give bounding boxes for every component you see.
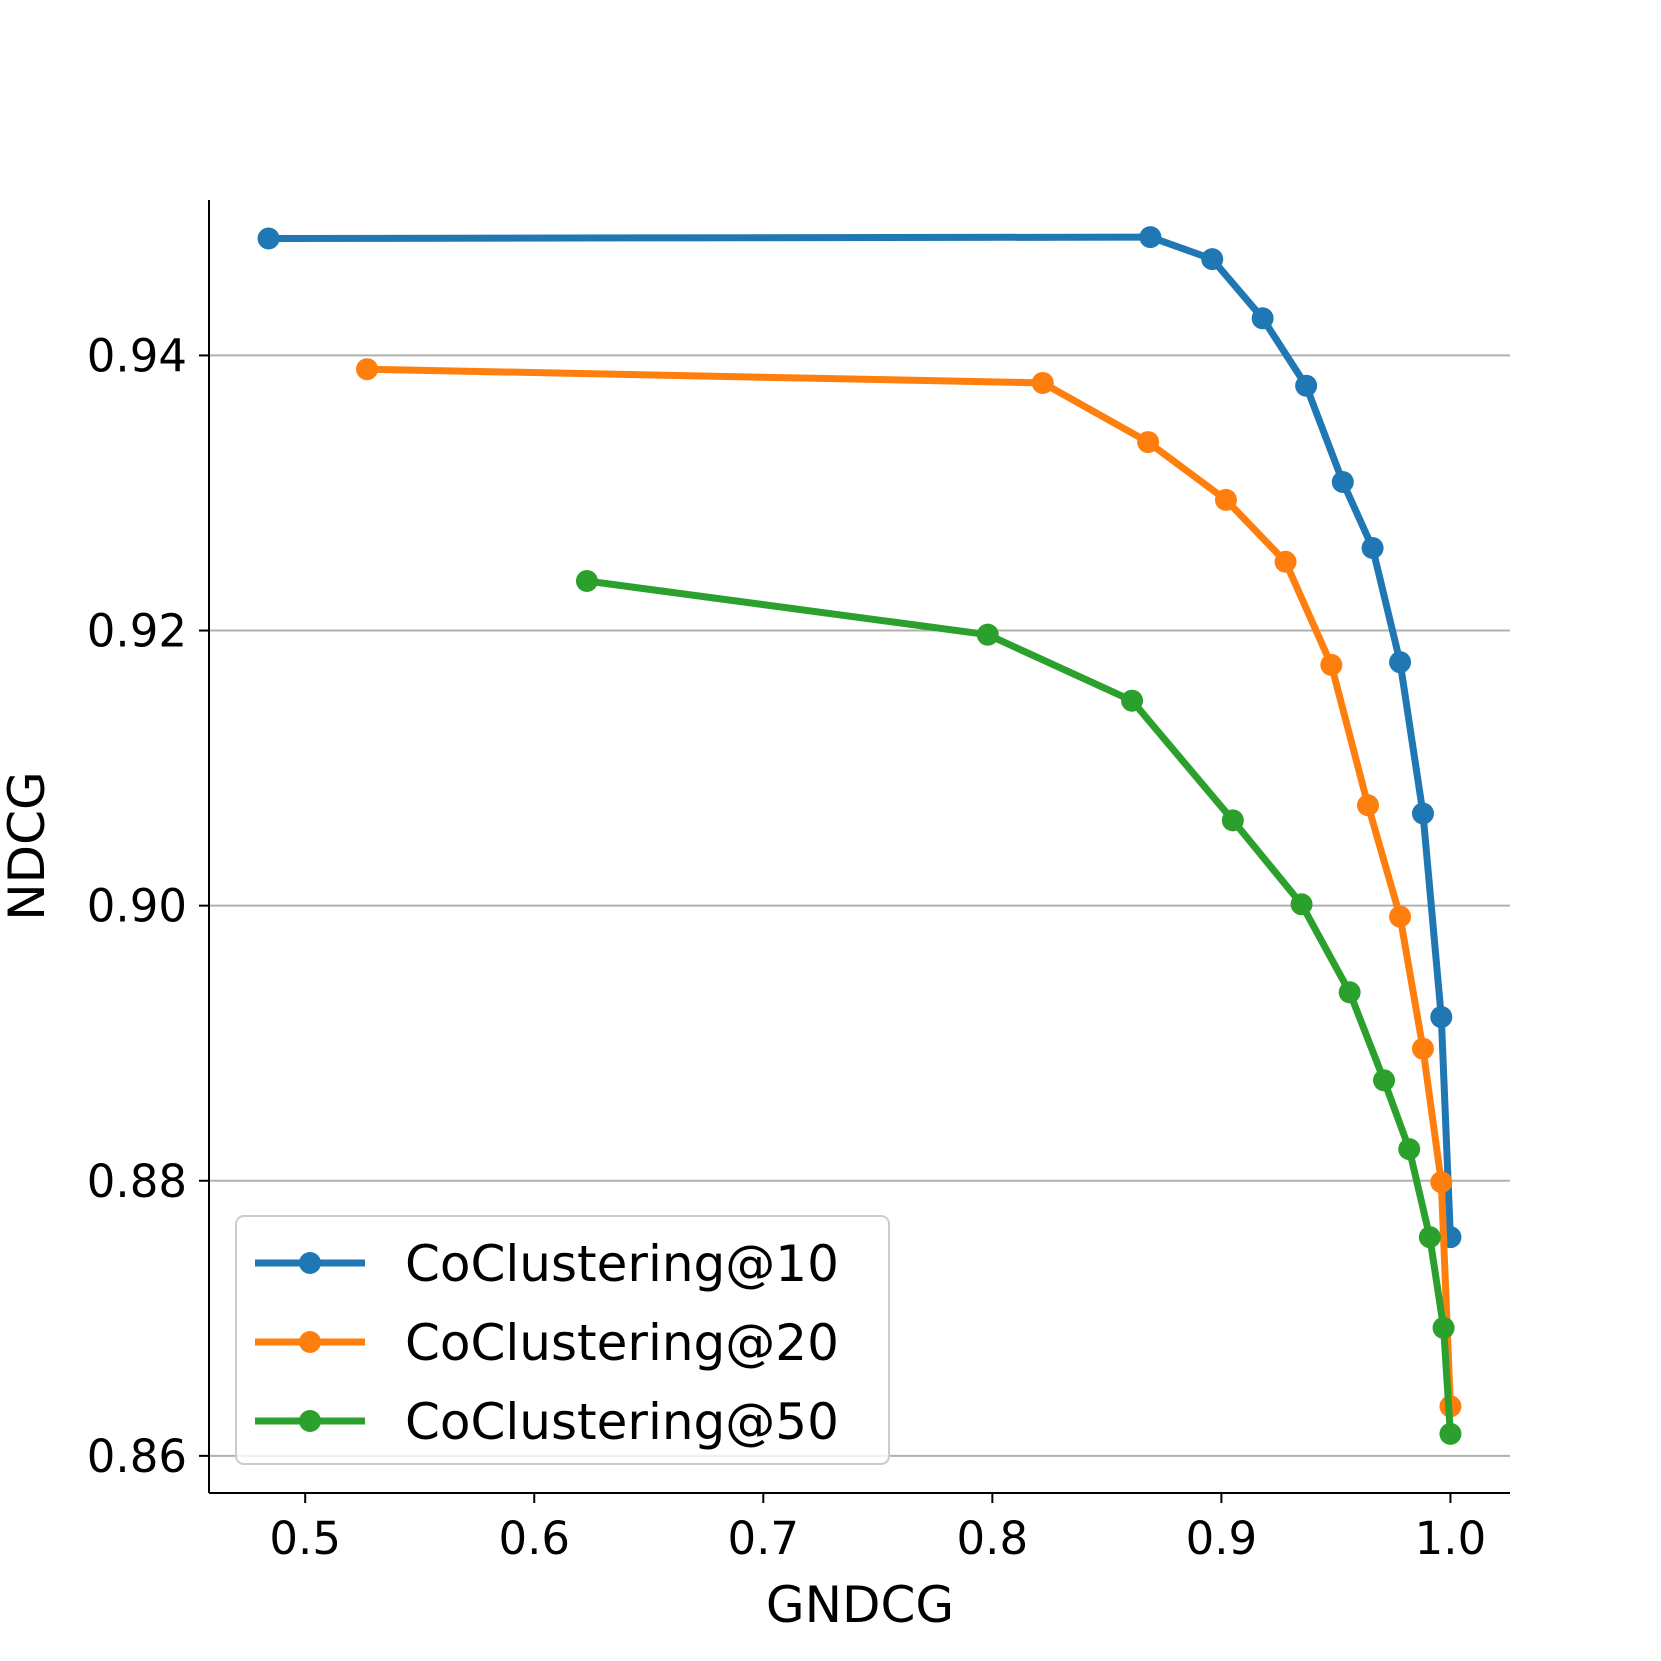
- data-point: [1139, 226, 1162, 249]
- data-point: [976, 623, 999, 646]
- legend-marker: [299, 1410, 321, 1432]
- x-tick-label: 0.6: [498, 1512, 570, 1565]
- data-point: [1373, 1069, 1396, 1092]
- series-3: [575, 570, 1462, 1445]
- data-point: [1356, 794, 1379, 817]
- data-point: [1121, 689, 1144, 712]
- data-point: [1251, 307, 1274, 330]
- x-tick-label: 0.9: [1186, 1512, 1258, 1565]
- data-point: [1221, 809, 1244, 832]
- data-point: [1439, 1422, 1462, 1445]
- data-point: [1320, 653, 1343, 676]
- x-tick-label: 0.7: [728, 1512, 800, 1565]
- legend-marker: [299, 1331, 321, 1353]
- series-2: [356, 358, 1462, 1418]
- y-tick-label: 0.92: [87, 605, 187, 658]
- legend-item: CoClustering@20: [255, 1314, 839, 1372]
- y-axis-title: NDCG: [0, 771, 56, 921]
- legend-item: CoClustering@50: [255, 1393, 839, 1451]
- legend-marker: [299, 1252, 321, 1274]
- data-point: [1411, 1037, 1434, 1060]
- x-tick-label: 0.5: [269, 1512, 341, 1565]
- data-point: [1432, 1316, 1455, 1339]
- data-point: [1398, 1138, 1421, 1161]
- legend-frame: [235, 1215, 890, 1465]
- legend-label: CoClustering@10: [405, 1235, 839, 1293]
- data-point: [1290, 893, 1313, 916]
- data-point: [1411, 802, 1434, 825]
- tick-marks: 0.86 0.88 0.90 0.92 0.94 0.5 0.6 0.7 0.8 0.9 1.0: [87, 329, 1486, 1565]
- series-lines: [257, 226, 1462, 1445]
- data-point: [1331, 470, 1354, 493]
- data-point: [1137, 431, 1160, 454]
- data-point: [356, 358, 379, 381]
- legend: CoClustering@10 CoClustering@20 CoClusteri…: [235, 1215, 890, 1465]
- data-point: [1274, 550, 1297, 573]
- data-point: [1418, 1226, 1441, 1249]
- axes: [208, 200, 1510, 1494]
- series-1: [257, 226, 1462, 1249]
- x-axis-title: GNDCG: [766, 1576, 954, 1634]
- data-point: [1338, 981, 1361, 1004]
- data-point: [1389, 651, 1412, 674]
- y-tick-label: 0.86: [87, 1430, 187, 1483]
- data-point: [1295, 374, 1318, 397]
- data-point: [1361, 537, 1384, 560]
- data-point: [1214, 488, 1237, 511]
- data-point: [1201, 248, 1224, 271]
- data-point: [575, 570, 598, 593]
- data-point: [1430, 1006, 1453, 1029]
- legend-label: CoClustering@50: [405, 1393, 839, 1451]
- x-tick-label: 0.8: [957, 1512, 1029, 1565]
- y-tick-label: 0.88: [87, 1155, 187, 1208]
- data-point: [1389, 905, 1412, 928]
- x-tick-label: 1.0: [1415, 1512, 1487, 1565]
- legend-item: CoClustering@10: [255, 1235, 839, 1293]
- data-point: [1430, 1171, 1453, 1194]
- legend-label: CoClustering@20: [405, 1314, 839, 1372]
- y-tick-label: 0.94: [87, 329, 187, 382]
- y-tick-label: 0.90: [87, 880, 187, 933]
- data-point: [257, 227, 280, 250]
- data-point: [1031, 371, 1054, 394]
